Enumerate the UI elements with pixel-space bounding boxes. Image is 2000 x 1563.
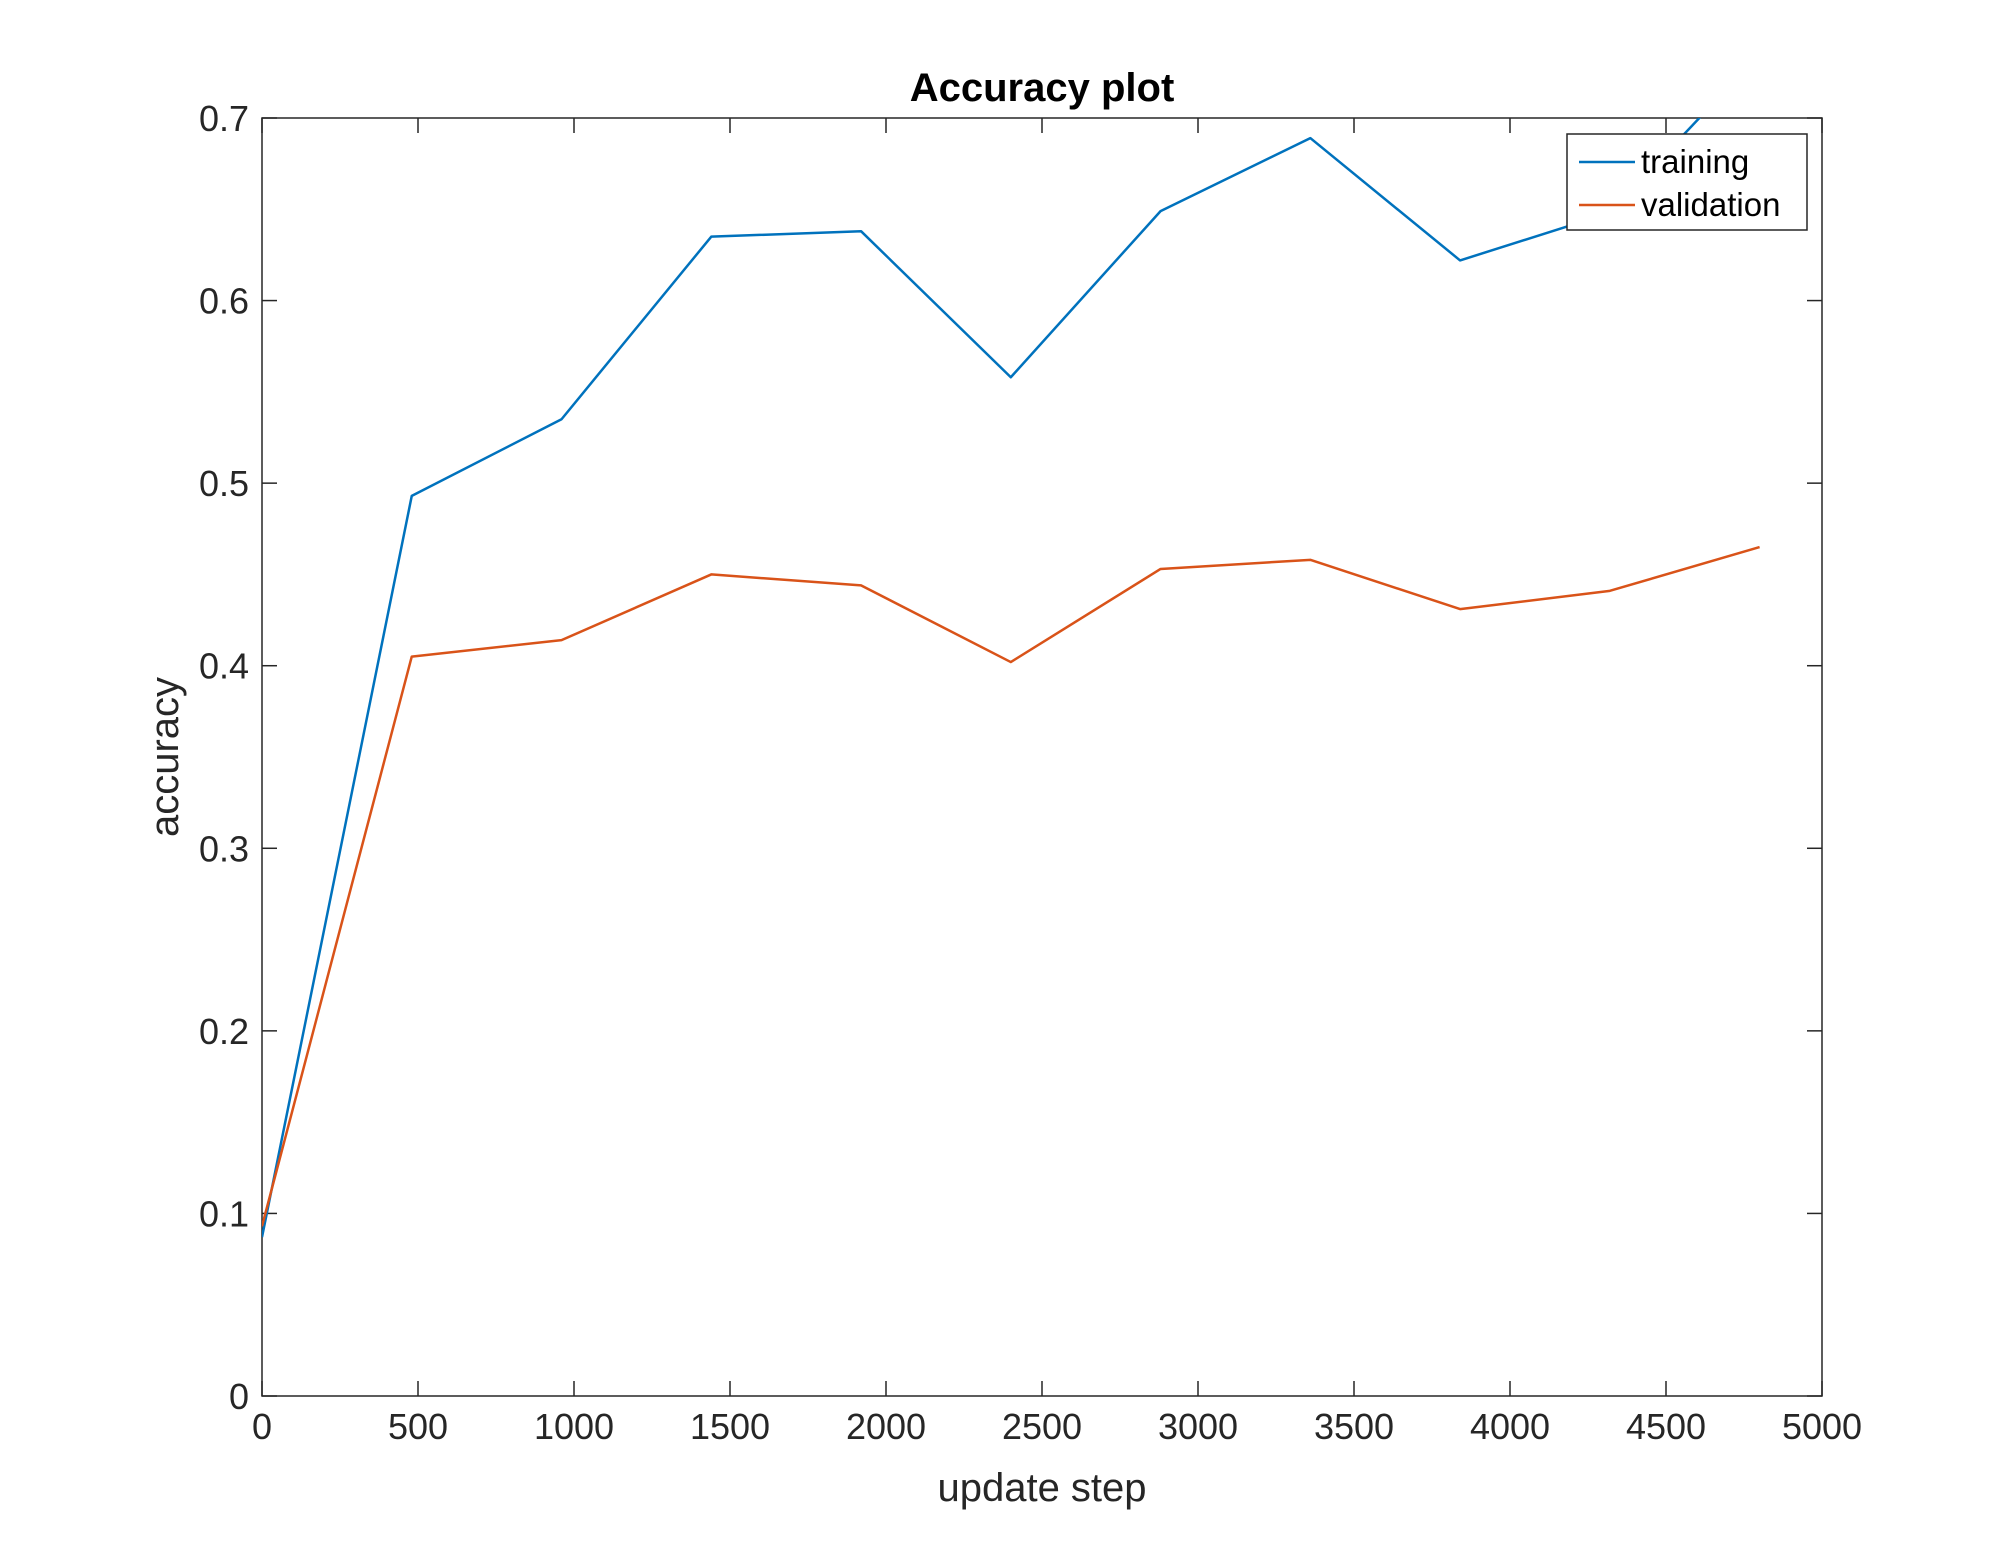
axis-ticks: 0 500 1000 1500 2000 2500 3000 3500 4000 4500 5000… xyxy=(199,98,1862,1447)
legend-label-training: training xyxy=(1641,143,1749,180)
y-tick-label: 0 xyxy=(229,1376,249,1417)
series-line-training xyxy=(262,118,1702,1238)
series-line-validation xyxy=(262,545,1760,1227)
chart-title: Accuracy plot xyxy=(910,66,1175,110)
x-tick-label: 3000 xyxy=(1158,1406,1238,1447)
legend-box xyxy=(1566,133,1808,231)
x-tick-label: 500 xyxy=(388,1406,448,1447)
legend-label-validation: validation xyxy=(1641,186,1780,223)
x-tick-label: 1000 xyxy=(534,1406,614,1447)
series-lines xyxy=(262,118,1760,1238)
x-tick-label: 5000 xyxy=(1782,1406,1862,1447)
y-tick-label: 0.7 xyxy=(199,98,249,139)
y-tick-label: 0.4 xyxy=(199,646,249,687)
y-tick-label: 0.1 xyxy=(199,1193,249,1234)
y-axis-label: accuracy xyxy=(143,677,187,837)
y-tick-label: 0.6 xyxy=(199,281,249,322)
legend: training validation xyxy=(1566,133,1808,231)
x-tick-label: 2000 xyxy=(846,1406,926,1447)
y-tick-label: 0.2 xyxy=(199,1011,249,1052)
y-tick-label: 0.3 xyxy=(199,828,249,869)
x-tick-label: 3500 xyxy=(1314,1406,1394,1447)
x-axis-label: update step xyxy=(937,1466,1146,1510)
x-tick-label: 2500 xyxy=(1002,1406,1082,1447)
x-tick-label: 4000 xyxy=(1470,1406,1550,1447)
plot-area xyxy=(261,117,1823,1397)
x-tick-label: 1500 xyxy=(690,1406,770,1447)
x-tick-label: 4500 xyxy=(1626,1406,1706,1447)
x-tick-label: 0 xyxy=(252,1406,272,1447)
y-tick-label: 0.5 xyxy=(199,463,249,504)
